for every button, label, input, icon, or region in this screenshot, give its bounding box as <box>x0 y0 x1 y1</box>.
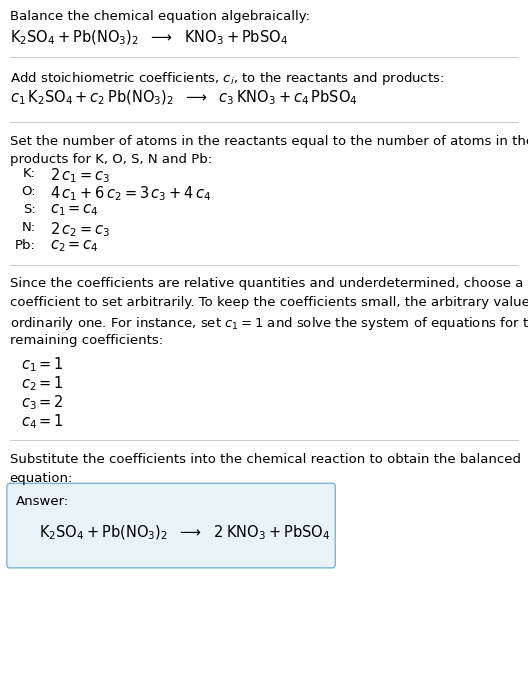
Text: $c_3 = 2$: $c_3 = 2$ <box>21 393 64 412</box>
Text: N:: N: <box>22 220 36 234</box>
Text: ordinarily one. For instance, set $c_1 = 1$ and solve the system of equations fo: ordinarily one. For instance, set $c_1 =… <box>10 315 528 332</box>
Text: $2\,c_2 = c_3$: $2\,c_2 = c_3$ <box>50 220 110 239</box>
Text: $c_1 = 1$: $c_1 = 1$ <box>21 356 64 374</box>
Text: Add stoichiometric coefficients, $c_i$, to the reactants and products:: Add stoichiometric coefficients, $c_i$, … <box>10 70 444 87</box>
Text: O:: O: <box>21 185 36 197</box>
Text: Answer:: Answer: <box>16 495 69 508</box>
Text: Since the coefficients are relative quantities and underdetermined, choose a: Since the coefficients are relative quan… <box>10 277 523 290</box>
Text: $c_2 = 1$: $c_2 = 1$ <box>21 375 64 393</box>
Text: $4\,c_1 + 6\,c_2 = 3\,c_3 + 4\,c_4$: $4\,c_1 + 6\,c_2 = 3\,c_3 + 4\,c_4$ <box>50 185 212 203</box>
Text: Substitute the coefficients into the chemical reaction to obtain the balanced: Substitute the coefficients into the che… <box>10 453 521 466</box>
Text: $\mathregular{K_2SO_4 + Pb(NO_3)_2}$  $\longrightarrow$  $\mathregular{KNO_3 + P: $\mathregular{K_2SO_4 + Pb(NO_3)_2}$ $\l… <box>10 29 288 47</box>
Text: equation:: equation: <box>10 472 73 485</box>
Text: Set the number of atoms in the reactants equal to the number of atoms in the: Set the number of atoms in the reactants… <box>10 135 528 147</box>
Text: Balance the chemical equation algebraically:: Balance the chemical equation algebraica… <box>10 10 309 23</box>
Text: Pb:: Pb: <box>15 239 36 251</box>
Text: $\mathregular{K_2SO_4 + Pb(NO_3)_2}$  $\longrightarrow$  $2\;\mathregular{KNO_3 : $\mathregular{K_2SO_4 + Pb(NO_3)_2}$ $\l… <box>39 524 330 542</box>
FancyBboxPatch shape <box>7 483 335 568</box>
Text: K:: K: <box>23 167 36 180</box>
Text: $c_4 = 1$: $c_4 = 1$ <box>21 412 64 431</box>
Text: S:: S: <box>23 203 36 216</box>
Text: coefficient to set arbitrarily. To keep the coefficients small, the arbitrary va: coefficient to set arbitrarily. To keep … <box>10 296 528 309</box>
Text: $2\,c_1 = c_3$: $2\,c_1 = c_3$ <box>50 167 110 185</box>
Text: products for K, O, S, N and Pb:: products for K, O, S, N and Pb: <box>10 153 212 166</box>
Text: $c_1\,\mathregular{K_2SO_4} + c_2\,\mathregular{Pb(NO_3)_2}$  $\longrightarrow$ : $c_1\,\mathregular{K_2SO_4} + c_2\,\math… <box>10 89 357 107</box>
Text: remaining coefficients:: remaining coefficients: <box>10 334 163 347</box>
Text: $c_1 = c_4$: $c_1 = c_4$ <box>50 203 99 218</box>
Text: $c_2 = c_4$: $c_2 = c_4$ <box>50 239 99 254</box>
